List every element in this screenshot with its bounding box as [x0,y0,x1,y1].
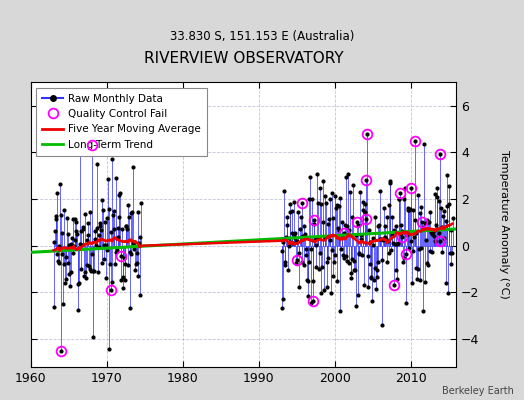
Legend: Raw Monthly Data, Quality Control Fail, Five Year Moving Average, Long-Term Tren: Raw Monthly Data, Quality Control Fail, … [36,88,208,156]
Y-axis label: Temperature Anomaly (°C): Temperature Anomaly (°C) [499,150,509,299]
Text: 33.830 S, 151.153 E (Australia): 33.830 S, 151.153 E (Australia) [170,30,354,43]
Text: Berkeley Earth: Berkeley Earth [442,386,514,396]
Title: RIVERVIEW OBSERVATORY: RIVERVIEW OBSERVATORY [144,51,343,66]
